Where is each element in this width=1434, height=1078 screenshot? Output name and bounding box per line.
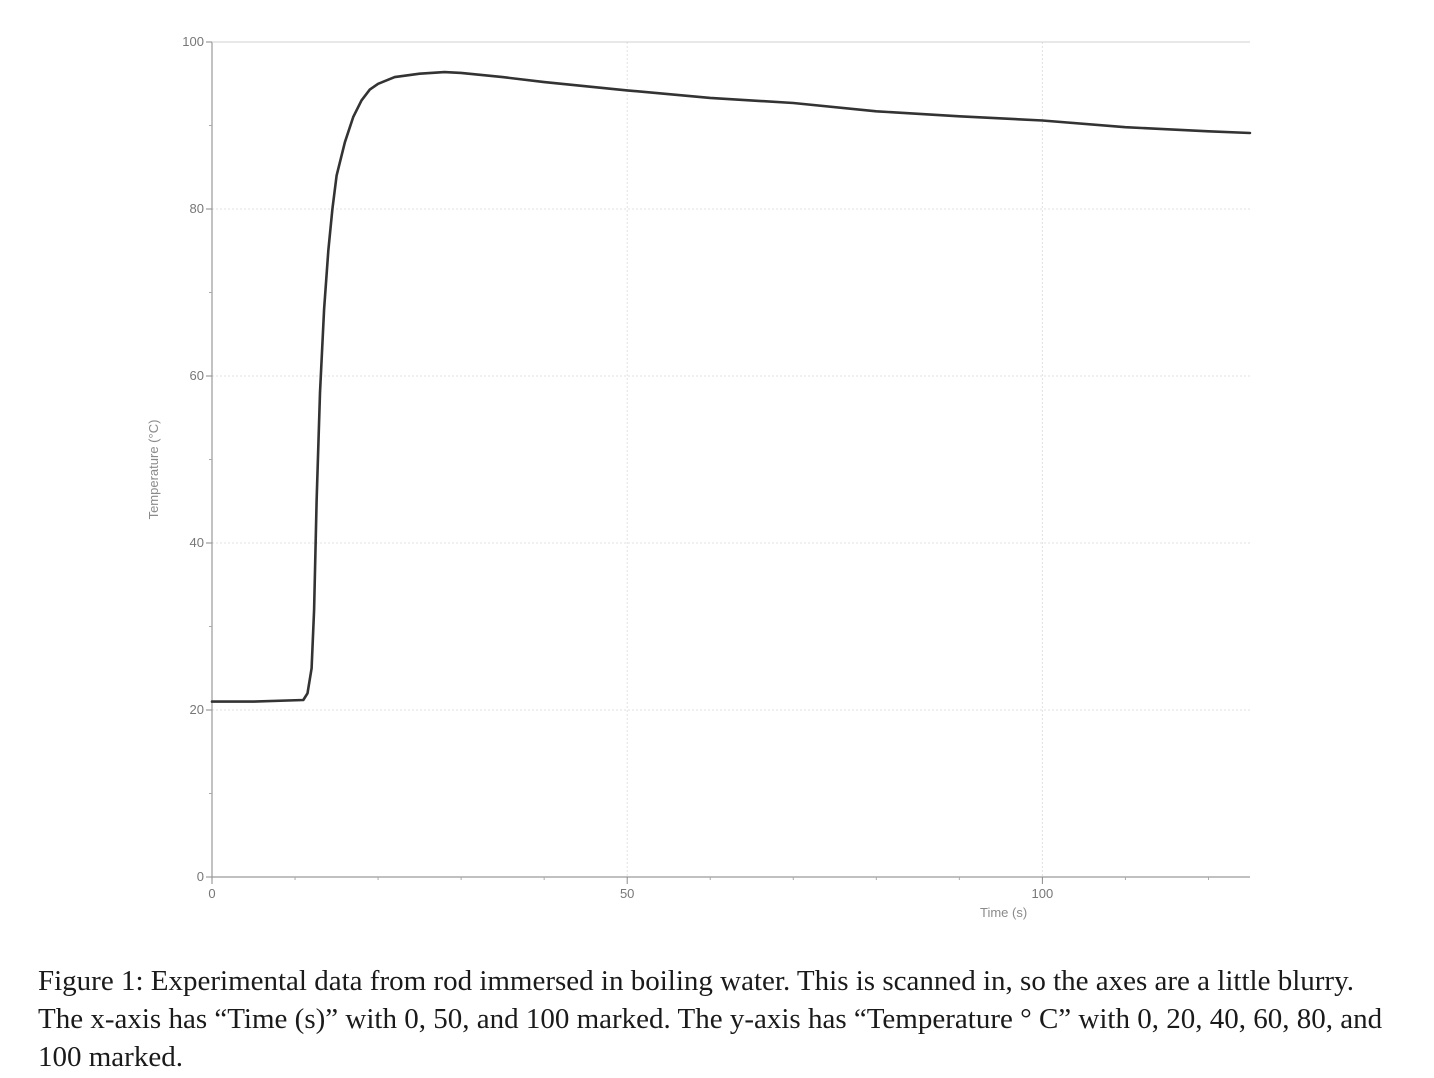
- axes: [211, 41, 1250, 878]
- x-tick-label: 100: [1032, 886, 1054, 901]
- series-line: [210, 70, 1252, 703]
- y-tick-label: 20: [190, 702, 204, 717]
- figure-caption: Figure 1: Experimental data from rod imm…: [38, 965, 1383, 1073]
- grid-lines: [212, 41, 1250, 877]
- y-tick-label: 40: [190, 535, 204, 550]
- y-tick-label: 80: [190, 201, 204, 216]
- y-tick-label: 100: [182, 34, 204, 49]
- series-layer: [210, 70, 1252, 703]
- x-tick-label: 0: [208, 886, 215, 901]
- ticks: 0 20 40 60 80 100 0 50 100: [182, 34, 1209, 901]
- y-tick-label: 0: [197, 869, 204, 884]
- y-tick-label: 60: [190, 368, 204, 383]
- chart-figure: 0 20 40 60 80 100 0 50 100 Time (s) Temperature …: [146, 34, 1252, 920]
- x-tick-label: 50: [620, 886, 634, 901]
- y-axis-title: Temperature (°C): [146, 420, 161, 520]
- chart-svg: 0 20 40 60 80 100 0 50 100 Time (s) Temperature …: [146, 34, 1252, 920]
- x-axis-title: Time (s): [980, 905, 1027, 920]
